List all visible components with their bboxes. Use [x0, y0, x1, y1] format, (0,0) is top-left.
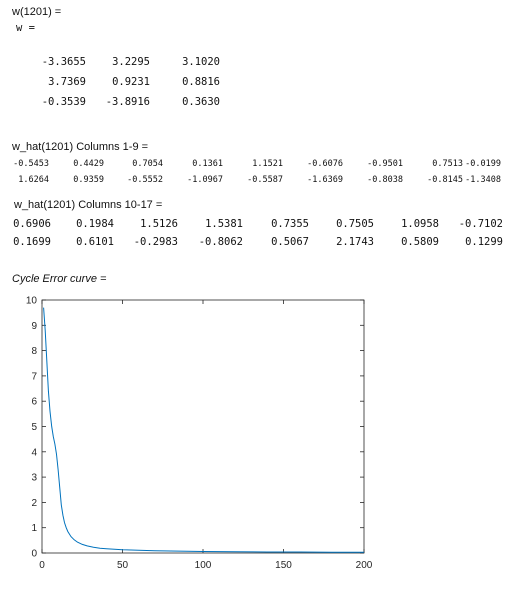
error-curve-line [43, 307, 364, 553]
matrix-cell: 0.1361 [192, 159, 223, 169]
matrix-cell: -0.7102 [458, 218, 503, 230]
y-tick-label: 4 [31, 447, 37, 458]
matrix-cell: 0.3630 [182, 96, 220, 108]
curve-label: Cycle Error curve = [12, 273, 107, 285]
matrix-cell: 0.7513 [432, 159, 463, 169]
matrix-cell: 0.1699 [13, 236, 51, 248]
matrix-cell: 1.1521 [252, 159, 283, 169]
matrix-cell: 2.1743 [336, 236, 374, 248]
y-tick-label: 0 [31, 549, 37, 560]
matrix-cell: 0.1299 [465, 236, 503, 248]
matrix-cell: 0.1984 [76, 218, 114, 230]
y-tick-label: 7 [31, 371, 37, 382]
matrix-cell: 0.6906 [13, 218, 51, 230]
matrix-cell: -0.8062 [198, 236, 243, 248]
matrix-cell: 1.5381 [205, 218, 243, 230]
y-tick-label: 1 [31, 523, 37, 534]
matrix-cell: -1.6369 [307, 175, 343, 185]
matrix-cell: -0.5587 [247, 175, 283, 185]
x-tick-label: 50 [117, 560, 129, 571]
matrix-cell: -0.5453 [13, 159, 49, 169]
matrix-cell: 0.5809 [401, 236, 439, 248]
matrix-cell: 0.8816 [182, 76, 220, 88]
y-tick-label: 8 [31, 346, 37, 357]
matrix-cell: 1.6264 [18, 175, 49, 185]
matrix-cell: -0.9501 [367, 159, 403, 169]
y-tick-label: 6 [31, 397, 37, 408]
matrix-cell: -3.8916 [105, 96, 150, 108]
y-tick-label: 10 [26, 296, 38, 307]
matrix-cell: -0.0199 [465, 159, 501, 169]
matrix-cell: -3.3655 [41, 56, 86, 68]
matrix-cell: -1.3408 [465, 175, 501, 185]
matrix-cell: 0.7505 [336, 218, 374, 230]
w-header: w(1201) = [12, 6, 62, 18]
matrix-cell: -0.3539 [41, 96, 86, 108]
matrix-cell: 3.1020 [182, 56, 220, 68]
w-var-line: w = [16, 22, 35, 34]
y-tick-label: 3 [31, 473, 37, 484]
matrix-cell: -0.6076 [307, 159, 343, 169]
x-tick-label: 150 [275, 560, 292, 571]
plot-frame [41, 299, 365, 554]
matrix-cell: 0.9359 [73, 175, 104, 185]
y-tick-label: 2 [31, 498, 37, 509]
matrix-cell: -0.2983 [133, 236, 178, 248]
matrix-cell: 0.5067 [271, 236, 309, 248]
matrix-cell: 1.0958 [401, 218, 439, 230]
matrix-cell: 0.9231 [112, 76, 150, 88]
x-tick-label: 100 [195, 560, 212, 571]
matrix-cell: -0.8038 [367, 175, 403, 185]
matrix-cell: 1.5126 [140, 218, 178, 230]
matrix-cell: -0.5552 [127, 175, 163, 185]
y-tick-label: 9 [31, 321, 37, 332]
what-header-2: w_hat(1201) Columns 10-17 = [14, 199, 163, 211]
x-tick-label: 0 [39, 560, 45, 571]
matrix-cell: 3.2295 [112, 56, 150, 68]
x-tick-label: 200 [356, 560, 373, 571]
matrix-cell: 3.7369 [48, 76, 86, 88]
matrix-cell: -0.8145 [427, 175, 463, 185]
matrix-cell: 0.7355 [271, 218, 309, 230]
what-header-1: w_hat(1201) Columns 1-9 = [12, 141, 149, 153]
matrix-cell: 0.7054 [132, 159, 163, 169]
y-tick-label: 5 [31, 422, 37, 433]
matrix-cell: -1.0967 [187, 175, 223, 185]
matrix-cell: 0.4429 [73, 159, 104, 169]
matrix-cell: 0.6101 [76, 236, 114, 248]
